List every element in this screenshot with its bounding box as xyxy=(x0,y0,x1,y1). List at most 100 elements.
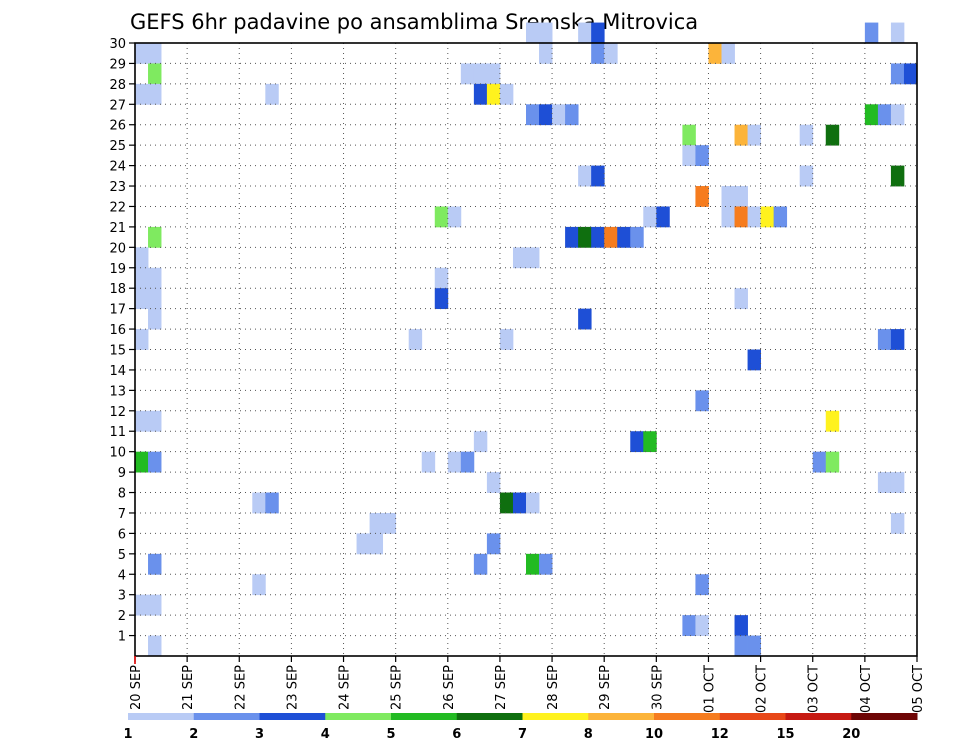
x-tick-label: 27 SEP xyxy=(494,665,509,710)
ensemble-cell xyxy=(434,288,449,310)
ensemble-cell xyxy=(695,390,709,412)
ensemble-cell xyxy=(486,63,501,85)
legend-swatch xyxy=(128,713,195,720)
legend-swatch xyxy=(325,713,392,720)
ensemble-cell xyxy=(539,553,553,575)
ensemble-cell xyxy=(148,410,162,432)
ensemble-cell xyxy=(682,615,696,636)
x-tick-label: 05 OCT xyxy=(911,665,926,713)
y-tick-label: 13 xyxy=(109,384,126,399)
ensemble-cell xyxy=(434,206,449,228)
ensemble-cell xyxy=(447,206,462,228)
y-tick-label: 26 xyxy=(109,119,126,134)
ensemble-cell xyxy=(539,104,553,126)
ensemble-cell xyxy=(890,63,905,85)
ensemble-cell xyxy=(135,594,149,616)
ensemble-cell xyxy=(890,512,905,534)
ensemble-cell xyxy=(473,63,488,85)
y-tick-label: 6 xyxy=(118,527,126,542)
ensemble-cell xyxy=(591,43,605,64)
legend-label: 3 xyxy=(255,727,264,742)
chart-title: GEFS 6hr padavine po ansamblima Sremska … xyxy=(130,10,698,34)
ensemble-cell xyxy=(135,410,149,432)
y-tick-label: 15 xyxy=(109,344,126,359)
ensemble-cell xyxy=(148,267,162,289)
ensemble-cell xyxy=(604,43,618,64)
legend-swatch xyxy=(193,713,260,720)
ensemble-cell xyxy=(747,206,761,228)
ensemble-cell xyxy=(369,533,384,555)
legend-swatch xyxy=(785,713,852,720)
legend-label: 8 xyxy=(584,727,593,742)
color-legend: 1 2 3 4 5 6 7 8 10 12 15 20 xyxy=(123,713,918,742)
ensemble-cell xyxy=(526,553,540,575)
ensemble-cell xyxy=(135,329,149,350)
ensemble-cell xyxy=(591,165,605,187)
ensemble-cell xyxy=(526,104,540,126)
y-tick-label: 11 xyxy=(109,425,126,440)
ensemble-cell xyxy=(486,472,501,493)
ensemble-cell xyxy=(499,492,514,514)
legend-swatch xyxy=(588,713,655,720)
ensemble-cell xyxy=(473,431,488,453)
legend-swatch xyxy=(654,713,721,720)
ensemble-cell xyxy=(695,615,709,636)
ensemble-cell xyxy=(565,226,579,248)
ensemble-cell xyxy=(773,206,788,228)
ensemble-cell xyxy=(877,472,892,493)
ensemble-cell xyxy=(890,22,905,44)
ensemble-cell xyxy=(486,83,501,105)
ensemble-cell xyxy=(734,615,748,636)
y-tick-label: 5 xyxy=(118,548,126,563)
ensemble-cell xyxy=(578,22,592,44)
legend-label: 6 xyxy=(452,727,461,742)
legend-label: 2 xyxy=(189,727,198,742)
ensemble-cell xyxy=(539,22,553,44)
x-tick-label: 21 SEP xyxy=(181,665,196,710)
ensemble-cell xyxy=(877,104,892,126)
y-tick-label: 24 xyxy=(109,160,126,175)
ensemble-cell xyxy=(864,22,879,44)
ensemble-cell xyxy=(760,206,775,228)
ensemble-cell xyxy=(734,124,748,146)
y-tick-label: 1 xyxy=(118,630,126,645)
ensemble-cell xyxy=(148,83,162,105)
ensemble-cell xyxy=(369,512,384,534)
ensemble-cell xyxy=(552,104,566,126)
ensemble-cell xyxy=(825,124,840,146)
x-tick-label: 22 SEP xyxy=(233,665,248,710)
ensemble-cell xyxy=(526,247,540,269)
ensemble-cell xyxy=(695,186,709,207)
y-tick-label: 10 xyxy=(109,446,126,461)
ensemble-cell xyxy=(148,553,162,575)
y-tick-label: 29 xyxy=(109,57,126,72)
ensemble-cell xyxy=(708,43,722,64)
x-axis-dates: 20 SEP 21 SEP 22 SEP 23 SEP 24 SEP 25 SEP 26 S… xyxy=(129,656,926,713)
ensemble-cell xyxy=(630,431,644,453)
ensemble-cell xyxy=(734,288,748,310)
legend-label: 5 xyxy=(386,727,395,742)
x-tick-label: 03 OCT xyxy=(807,665,822,713)
ensemble-cell xyxy=(265,83,279,105)
ensemble-cell xyxy=(148,43,162,64)
legend-swatch xyxy=(719,713,786,720)
y-tick-label: 23 xyxy=(109,180,126,195)
ensemble-cell xyxy=(682,124,696,146)
ensemble-cell xyxy=(747,349,761,371)
ensemble-cell xyxy=(890,165,905,187)
ensemble-cell xyxy=(148,594,162,616)
legend-label: 15 xyxy=(776,727,794,742)
ensemble-cell xyxy=(747,124,761,146)
ensemble-cell xyxy=(877,329,892,350)
ensemble-cell xyxy=(747,635,761,657)
ensemble-cell xyxy=(695,574,709,596)
ensemble-cell xyxy=(643,206,657,228)
ensemble-cell xyxy=(148,63,162,85)
ensemble-cell xyxy=(447,451,462,473)
ensemble-cell xyxy=(812,451,827,473)
ensemble-cell xyxy=(721,206,735,228)
x-tick-label: 20 SEP xyxy=(129,665,144,710)
ensemble-cell xyxy=(539,43,553,64)
x-tick-label: 30 SEP xyxy=(650,665,665,710)
